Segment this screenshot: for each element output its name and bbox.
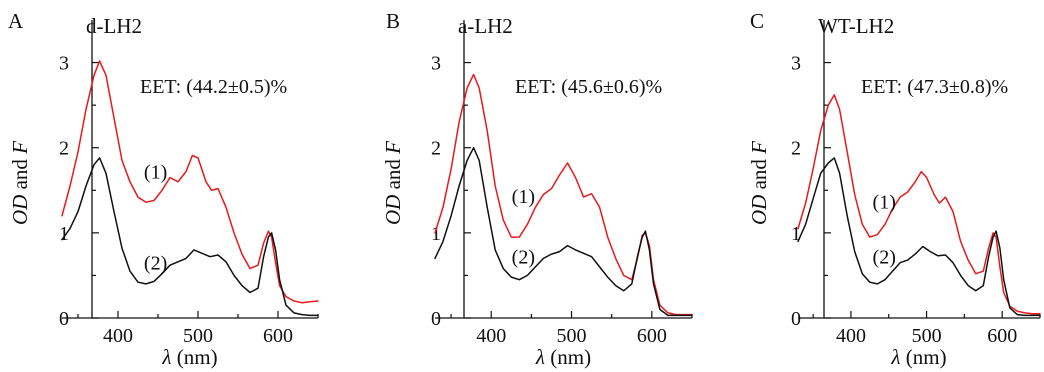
x-axis-unit: (nm) bbox=[901, 345, 947, 369]
x-axis-unit: (nm) bbox=[172, 345, 218, 369]
series-line-2 bbox=[797, 157, 1041, 317]
eet-annotation: EET: (47.3±0.8)% bbox=[861, 76, 1008, 98]
x-tick-label: 500 bbox=[912, 325, 942, 347]
panel-letter: B bbox=[386, 9, 400, 33]
y-axis-od: OD bbox=[381, 195, 405, 225]
chart-panel-c: 0 1 2 3 400 500 600 (1) (2) C WT-LH2 EET: (47.3±0.8… bbox=[747, 9, 1041, 369]
y-axis-f: F bbox=[747, 141, 771, 155]
panel-letter: A bbox=[8, 9, 24, 33]
x-tick-label: 500 bbox=[183, 325, 213, 347]
panel-title: WT-LH2 bbox=[818, 14, 894, 38]
series-line-1 bbox=[61, 60, 319, 304]
y-tick-label: 2 bbox=[431, 138, 441, 160]
x-axis-label: λ (nm) bbox=[535, 345, 591, 369]
y-axis-label: OD and F bbox=[381, 141, 405, 225]
y-axis-and: and bbox=[8, 154, 32, 195]
y-tick-label: 0 bbox=[791, 308, 801, 330]
y-axis-od: OD bbox=[8, 195, 32, 225]
series-label-1: (1) bbox=[873, 191, 896, 213]
chart-panel-b: 0 1 2 3 400 500 600 (1) (2) B a-LH2 EET: (45.6±0.6)… bbox=[381, 9, 693, 369]
x-axis-symbol: λ bbox=[890, 345, 900, 369]
chart-panel-a: 0 1 2 3 400 500 600 (1) (2) A d-LH2 EET: (44.2±0.5)… bbox=[8, 9, 319, 369]
series-line-2 bbox=[434, 146, 693, 317]
x-tick-label: 500 bbox=[557, 325, 587, 347]
panel-title: d-LH2 bbox=[86, 14, 142, 38]
series-label-2: (2) bbox=[144, 253, 167, 275]
x-tick-label: 400 bbox=[476, 325, 506, 347]
y-axis-and: and bbox=[381, 154, 405, 195]
x-tick-label: 600 bbox=[987, 325, 1017, 347]
x-axis-symbol: λ bbox=[535, 345, 545, 369]
series-label-1: (1) bbox=[512, 186, 535, 208]
y-tick-label: 3 bbox=[791, 53, 801, 75]
eet-annotation: EET: (45.6±0.6)% bbox=[515, 76, 662, 98]
y-tick-label: 0 bbox=[431, 308, 441, 330]
y-tick-label: 1 bbox=[791, 223, 801, 245]
y-axis-od: OD bbox=[747, 195, 771, 225]
y-axis-label: OD and F bbox=[747, 141, 771, 225]
y-tick-label: 3 bbox=[431, 53, 441, 75]
y-tick-label: 3 bbox=[59, 53, 69, 75]
series-label-1: (1) bbox=[144, 162, 167, 184]
series-line-2 bbox=[61, 157, 319, 317]
y-tick-label: 2 bbox=[791, 138, 801, 160]
x-axis-unit: (nm) bbox=[545, 345, 591, 369]
y-axis-f: F bbox=[8, 141, 32, 155]
y-tick-label: 1 bbox=[59, 223, 69, 245]
x-tick-label: 400 bbox=[103, 325, 133, 347]
series-label-2: (2) bbox=[512, 247, 535, 269]
y-axis-and: and bbox=[747, 154, 771, 195]
x-tick-label: 400 bbox=[836, 325, 866, 347]
y-tick-label: 2 bbox=[59, 138, 69, 160]
series-line-1 bbox=[797, 94, 1041, 315]
x-axis-label: λ (nm) bbox=[161, 345, 217, 369]
series-label-2: (2) bbox=[873, 247, 896, 269]
x-tick-label: 600 bbox=[263, 325, 293, 347]
panel-title: a-LH2 bbox=[458, 14, 513, 38]
panel-letter: C bbox=[750, 9, 764, 33]
x-tick-label: 600 bbox=[637, 325, 667, 347]
y-axis-label: OD and F bbox=[8, 141, 32, 225]
x-axis-label: λ (nm) bbox=[890, 345, 946, 369]
y-tick-label: 1 bbox=[431, 223, 441, 245]
y-axis-f: F bbox=[381, 141, 405, 155]
x-axis-symbol: λ bbox=[161, 345, 171, 369]
eet-annotation: EET: (44.2±0.5)% bbox=[140, 76, 287, 98]
y-tick-label: 0 bbox=[59, 308, 69, 330]
